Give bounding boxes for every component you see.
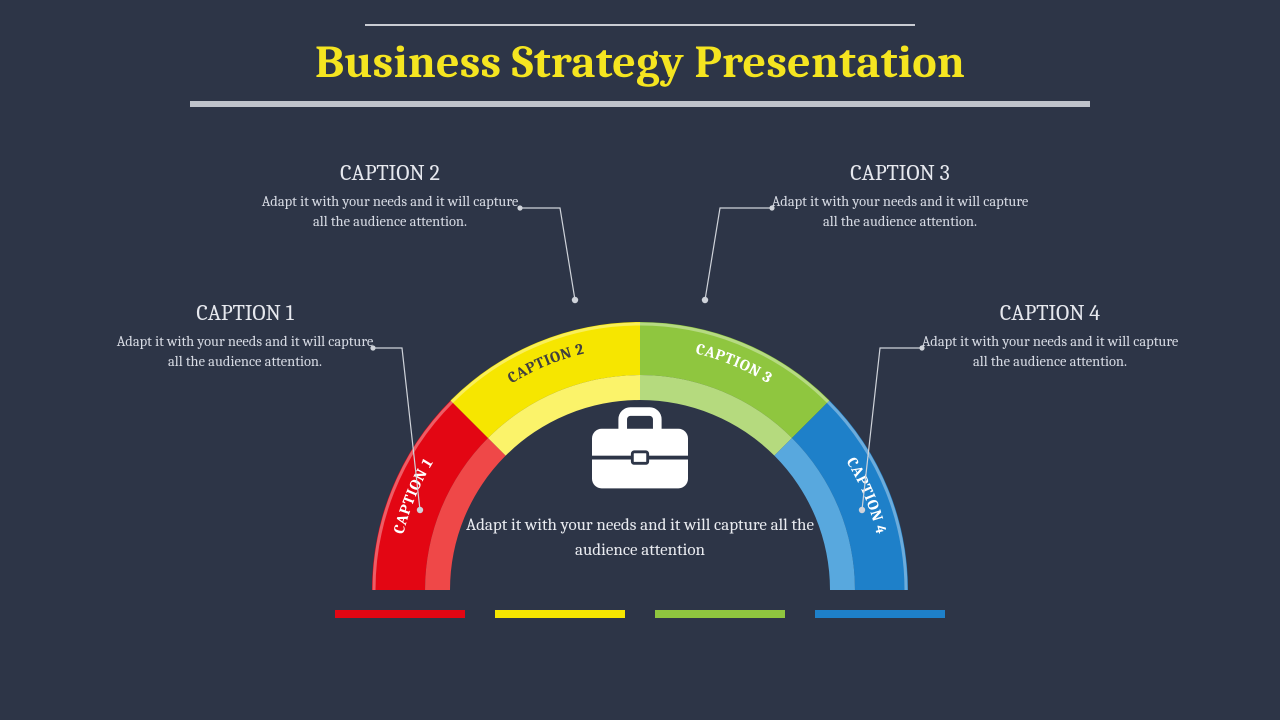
caption-block-1: CAPTION 1 Adapt it with your needs and it… (115, 300, 375, 371)
connector-dot-1 (572, 297, 578, 303)
caption-body-1: Adapt it with your needs and it will cap… (115, 332, 375, 371)
connector-dot-4 (859, 507, 865, 513)
connector-line-1 (520, 208, 575, 300)
connector-dot-2 (702, 297, 708, 303)
connector-dot-3 (417, 507, 423, 513)
legend-bar-1 (335, 610, 465, 618)
briefcase-icon (582, 400, 698, 500)
caption-body-4: Adapt it with your needs and it will cap… (920, 332, 1180, 371)
caption-title-3: CAPTION 3 (770, 160, 1030, 186)
legend-bar-3 (655, 610, 785, 618)
caption-block-2: CAPTION 2 Adapt it with your needs and it… (260, 160, 520, 231)
caption-title-1: CAPTION 1 (115, 300, 375, 326)
legend-bar-4 (815, 610, 945, 618)
caption-body-2: Adapt it with your needs and it will cap… (260, 192, 520, 231)
legend-bars (335, 610, 945, 618)
caption-block-3: CAPTION 3 Adapt it with your needs and it… (770, 160, 1030, 231)
caption-block-4: CAPTION 4 Adapt it with your needs and it… (920, 300, 1180, 371)
caption-body-3: Adapt it with your needs and it will cap… (770, 192, 1030, 231)
caption-title-2: CAPTION 2 (260, 160, 520, 186)
connector-line-2 (705, 208, 772, 300)
center-caption: Adapt it with your needs and it will cap… (460, 514, 820, 563)
caption-title-4: CAPTION 4 (920, 300, 1180, 326)
legend-bar-2 (495, 610, 625, 618)
